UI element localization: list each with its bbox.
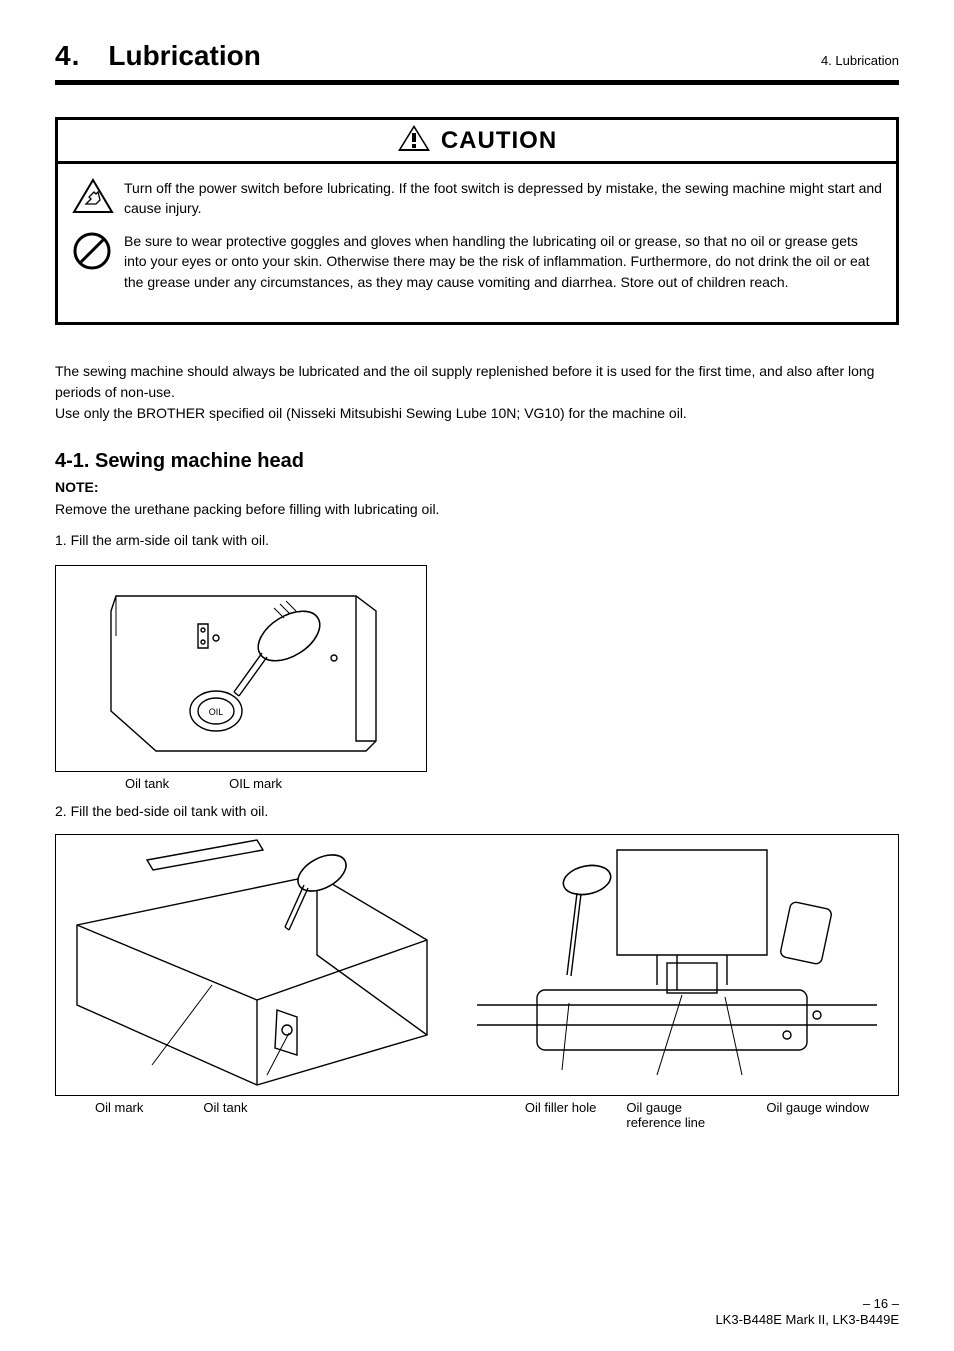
- figure-a-row: OIL: [55, 565, 899, 772]
- note-body: Remove the urethane packing before filli…: [55, 499, 899, 520]
- callout-oil-mark-b: Oil mark: [95, 1100, 143, 1130]
- callout-gauge-window: Oil gauge window: [766, 1100, 869, 1130]
- caution-text-2: Be sure to wear protective goggles and g…: [124, 231, 882, 292]
- caution-row-2: Be sure to wear protective goggles and g…: [72, 231, 882, 292]
- warning-triangle-icon: [397, 124, 431, 152]
- figure-b-callouts-left: Oil mark Oil tank: [95, 1100, 247, 1130]
- figure-b-callouts-right: Oil filler hole Oil gauge reference line…: [525, 1100, 869, 1130]
- caution-header: CAUTION: [58, 120, 896, 164]
- figure-b-box: [55, 834, 899, 1096]
- caution-text-1: Turn off the power switch before lubrica…: [124, 178, 882, 219]
- title-right: 4. Lubrication: [821, 53, 899, 68]
- section-heading: 4-1. Sewing machine head: [55, 450, 899, 473]
- page-title-row: 4. Lubrication 4. Lubrication: [55, 40, 899, 72]
- page-number: – 16 –: [863, 1296, 899, 1311]
- svg-text:OIL: OIL: [209, 707, 224, 717]
- figure-a-callouts: Oil tank OIL mark: [55, 776, 899, 791]
- callout-filler-hole: Oil filler hole: [525, 1100, 597, 1130]
- figure-a-box: OIL: [55, 565, 427, 772]
- callout-oil-tank-b: Oil tank: [203, 1100, 247, 1130]
- figure-a-illustration: OIL: [56, 566, 427, 771]
- title-text: Lubrication: [108, 40, 260, 71]
- caution-body: Turn off the power switch before lubrica…: [58, 164, 896, 322]
- step-1: 1. Fill the arm-side oil tank with oil.: [55, 530, 899, 551]
- footer-model: LK3-B448E Mark II, LK3-B449E: [715, 1312, 899, 1327]
- callout-oil-mark-a: OIL mark: [229, 776, 282, 791]
- horizontal-rule: [55, 80, 899, 85]
- callout-gauge-line: Oil gauge reference line: [626, 1100, 736, 1130]
- title-left: 4. Lubrication: [55, 40, 261, 72]
- caution-header-text: CAUTION: [441, 127, 557, 154]
- intro-paragraph: The sewing machine should always be lubr…: [55, 361, 899, 424]
- prohibit-icon: [72, 231, 124, 276]
- hazard-pinch-icon: [72, 178, 124, 219]
- note-label: NOTE:: [55, 479, 899, 495]
- callout-oil-tank-a: Oil tank: [125, 776, 169, 791]
- step-2: 2. Fill the bed-side oil tank with oil.: [55, 801, 899, 822]
- title-number: 4.: [55, 40, 80, 71]
- caution-box: CAUTION Turn off the power switch before…: [55, 117, 899, 325]
- figure-b-callouts: Oil mark Oil tank Oil filler hole Oil ga…: [55, 1096, 899, 1130]
- caution-row-1: Turn off the power switch before lubrica…: [72, 178, 882, 219]
- figure-b-illustration: [56, 835, 898, 1095]
